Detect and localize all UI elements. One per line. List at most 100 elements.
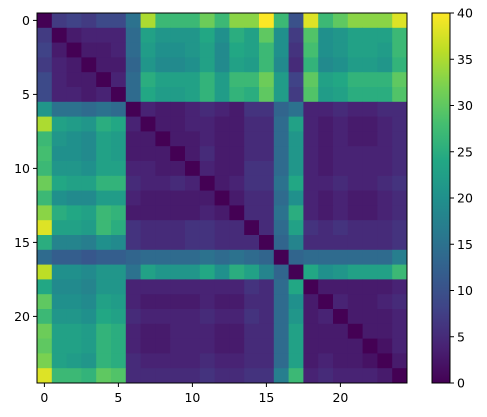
heatmap-cell	[392, 309, 408, 325]
heatmap-cell	[214, 294, 230, 310]
heatmap-cell	[318, 353, 334, 369]
heatmap-cell	[288, 116, 304, 132]
heatmap-cell	[170, 87, 186, 103]
heatmap-cell	[318, 323, 334, 339]
heatmap-cell	[185, 161, 201, 177]
heatmap-cell	[185, 42, 201, 58]
x-tick-label: 0	[40, 390, 48, 405]
heatmap-cell	[288, 235, 304, 251]
heatmap-cell	[347, 264, 363, 280]
heatmap-cell	[199, 279, 215, 295]
heatmap-cell	[244, 338, 260, 354]
heatmap-cell	[199, 27, 215, 43]
heatmap-cell	[140, 116, 156, 132]
heatmap-cell	[273, 146, 289, 162]
heatmap-cell	[214, 72, 230, 88]
heatmap-cell	[333, 205, 349, 221]
heatmap-cell	[37, 205, 53, 221]
y-axis: 0 5 10 15 20	[14, 13, 37, 324]
heatmap-cell	[96, 249, 112, 265]
heatmap-cell	[333, 294, 349, 310]
heatmap-cell	[66, 131, 82, 147]
heatmap-cell	[170, 42, 186, 58]
heatmap-cell	[347, 323, 363, 339]
heatmap-cell	[199, 353, 215, 369]
heatmap-cell	[288, 294, 304, 310]
heatmap-cell	[392, 57, 408, 73]
heatmap-cell	[288, 338, 304, 354]
heatmap-cell	[125, 131, 141, 147]
colorbar-tick-label: 40	[457, 6, 473, 21]
heatmap-cell	[318, 57, 334, 73]
heatmap-cell	[111, 220, 127, 236]
heatmap-cell	[66, 220, 82, 236]
heatmap-cell	[140, 323, 156, 339]
heatmap-cell	[199, 294, 215, 310]
heatmap-cell	[362, 42, 378, 58]
heatmap-cell	[214, 175, 230, 191]
heatmap-cell	[229, 101, 245, 117]
heatmap-cell	[377, 72, 393, 88]
heatmap-cell	[288, 42, 304, 58]
heatmap-cell	[362, 27, 378, 43]
heatmap-cell	[377, 87, 393, 103]
heatmap-cell	[392, 353, 408, 369]
heatmap-cell	[185, 220, 201, 236]
heatmap-cell	[125, 220, 141, 236]
heatmap-cell	[392, 72, 408, 88]
heatmap-cell	[259, 13, 275, 29]
heatmap-cell	[140, 294, 156, 310]
heatmap-cell	[333, 264, 349, 280]
heatmap-cell	[96, 87, 112, 103]
heatmap-cell	[125, 13, 141, 29]
heatmap-cell	[185, 13, 201, 29]
heatmap-cell	[170, 57, 186, 73]
heatmap-cell	[170, 220, 186, 236]
heatmap-cell	[347, 235, 363, 251]
heatmap-cell	[125, 279, 141, 295]
heatmap-cell	[96, 131, 112, 147]
heatmap-cell	[229, 294, 245, 310]
heatmap-cell	[273, 161, 289, 177]
heatmap-cell	[392, 101, 408, 117]
heatmap-cell	[81, 57, 97, 73]
heatmap-cell	[318, 161, 334, 177]
heatmap-cell	[347, 353, 363, 369]
heatmap-cell	[333, 368, 349, 384]
heatmap-cell	[37, 146, 53, 162]
heatmap-cell	[362, 353, 378, 369]
heatmap-cell	[111, 161, 127, 177]
heatmap-cell	[51, 338, 67, 354]
heatmap-cell	[377, 368, 393, 384]
heatmap-cell	[288, 190, 304, 206]
heatmap-cell	[259, 220, 275, 236]
heatmap-cell	[199, 309, 215, 325]
heatmap-cell	[377, 353, 393, 369]
heatmap-cell	[303, 338, 319, 354]
heatmap-cell	[229, 190, 245, 206]
heatmap-cell	[170, 309, 186, 325]
heatmap-cell	[37, 42, 53, 58]
heatmap-cell	[214, 57, 230, 73]
heatmap-cell	[37, 235, 53, 251]
heatmap-cell	[140, 190, 156, 206]
heatmap-cell	[125, 353, 141, 369]
heatmap-cell	[81, 220, 97, 236]
heatmap-cell	[81, 131, 97, 147]
heatmap-cell	[111, 235, 127, 251]
heatmap-cell	[318, 42, 334, 58]
heatmap-cell	[392, 249, 408, 265]
heatmap-cell	[229, 279, 245, 295]
heatmap-cell	[333, 175, 349, 191]
heatmap-cell	[81, 353, 97, 369]
heatmap-cell	[81, 235, 97, 251]
x-tick-label: 15	[258, 390, 274, 405]
heatmap-cell	[362, 279, 378, 295]
heatmap-cell	[170, 235, 186, 251]
y-tick-label: 10	[14, 161, 30, 176]
heatmap-cell	[229, 264, 245, 280]
heatmap-cell	[259, 249, 275, 265]
heatmap-cell	[377, 205, 393, 221]
heatmap-cell	[318, 338, 334, 354]
heatmap-cell	[229, 146, 245, 162]
